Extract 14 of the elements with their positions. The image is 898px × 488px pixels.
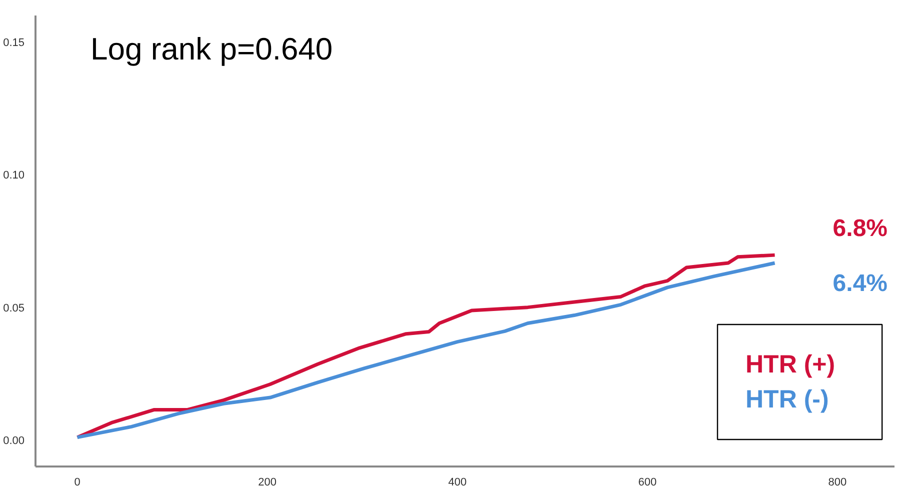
y-tick-label: 0.00 bbox=[3, 434, 25, 447]
annotation: 6.4% bbox=[832, 270, 888, 297]
y-tick-label: 0.10 bbox=[3, 170, 25, 182]
text: HTR (-) bbox=[746, 386, 829, 414]
x-tick-label: 0 bbox=[74, 476, 80, 488]
text: HTR (+) bbox=[746, 350, 836, 378]
annotation: 6.8% bbox=[832, 215, 888, 242]
x-tick-label: 400 bbox=[448, 476, 467, 488]
y-tick-label: 0.15 bbox=[3, 37, 25, 50]
text: Log rank p=0.640 bbox=[90, 32, 333, 66]
x-tick-label: 600 bbox=[638, 476, 657, 488]
x-tick-label: 200 bbox=[258, 476, 277, 488]
y-tick-label: 0.05 bbox=[3, 302, 25, 314]
x-tick-label: 800 bbox=[828, 476, 847, 488]
